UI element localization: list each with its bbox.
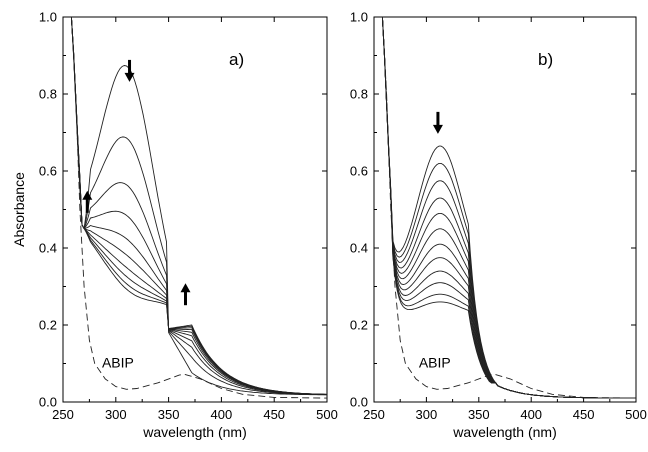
panel-a: 250 300 350 400 450 500 0.0 0.2 0.4 0.6 0.8 1.0 wave… [11, 10, 338, 441]
reference-label: ABIP [419, 354, 451, 370]
x-tick-label: 250 [52, 407, 74, 422]
y-axis-title: Absorbance [11, 172, 27, 247]
y-tick-label: 0.2 [350, 318, 368, 333]
spectrum-line [70, 16, 327, 395]
spectrum-line [70, 16, 327, 395]
reference-label: ABIP [102, 354, 134, 370]
spectrum-line [381, 16, 636, 399]
x-tick-label: 250 [363, 407, 385, 422]
spectrum-line [381, 16, 636, 399]
x-axis-title: wavelength (nm) [142, 424, 247, 440]
x-tick-label: 300 [416, 407, 438, 422]
plot-area [70, 16, 327, 399]
panel-b: 250 300 350 400 450 500 0.0 0.2 0.4 0.6 0.8 1.0 wave… [350, 10, 647, 441]
spectrum-line [381, 16, 636, 399]
x-axis-title: wavelength (nm) [452, 424, 557, 440]
arrow-down-icon [432, 124, 443, 134]
spectrum-line [381, 16, 636, 399]
x-tick-label: 450 [263, 407, 285, 422]
x-tick-label: 400 [211, 407, 233, 422]
y-tick-label: 0.0 [350, 395, 368, 410]
y-tick-label: 0.4 [350, 241, 368, 256]
arrow-up-icon [180, 283, 191, 293]
spectrum-line [70, 16, 327, 395]
spectrum-line [70, 16, 327, 395]
spectrum-line [381, 16, 636, 399]
arrow-down-icon [124, 72, 135, 82]
x-tick-label: 400 [520, 407, 542, 422]
reference-line [381, 16, 636, 399]
spectrum-line [70, 16, 327, 396]
spectrum-line [381, 16, 636, 399]
y-tick-label: 0.2 [39, 318, 57, 333]
y-tick-label: 0.8 [39, 87, 57, 102]
plot-frame [62, 16, 328, 403]
plot-frame [373, 16, 637, 403]
spectrum-line [70, 16, 327, 395]
y-tick-label: 0.6 [39, 164, 57, 179]
x-tick-label: 500 [316, 407, 338, 422]
spectrum-line [70, 16, 327, 395]
y-tick-label: 0.6 [350, 164, 368, 179]
panel-label: a) [229, 50, 244, 69]
spectrum-line [381, 16, 636, 399]
x-tick-label: 500 [625, 407, 647, 422]
y-tick-label: 0.8 [350, 87, 368, 102]
y-tick-label: 1.0 [350, 10, 368, 25]
spectrum-line [381, 16, 636, 399]
y-tick-label: 0.0 [39, 395, 57, 410]
panel-label: b) [538, 50, 553, 69]
plot-area [381, 16, 636, 399]
x-tick-label: 450 [573, 407, 595, 422]
spectrum-line [70, 16, 327, 395]
spectrum-line [381, 16, 636, 399]
spectrum-line [70, 16, 327, 396]
reference-line [70, 16, 327, 399]
x-tick-label: 350 [468, 407, 490, 422]
spectrum-line [381, 16, 636, 399]
spectrum-line [70, 16, 327, 396]
y-tick-label: 1.0 [39, 10, 57, 25]
spectrum-line [381, 16, 636, 399]
arrow-up-icon [82, 190, 93, 200]
y-tick-label: 0.4 [39, 241, 57, 256]
spectrum-line [381, 16, 636, 399]
x-tick-label: 300 [105, 407, 127, 422]
x-tick-label: 350 [158, 407, 180, 422]
